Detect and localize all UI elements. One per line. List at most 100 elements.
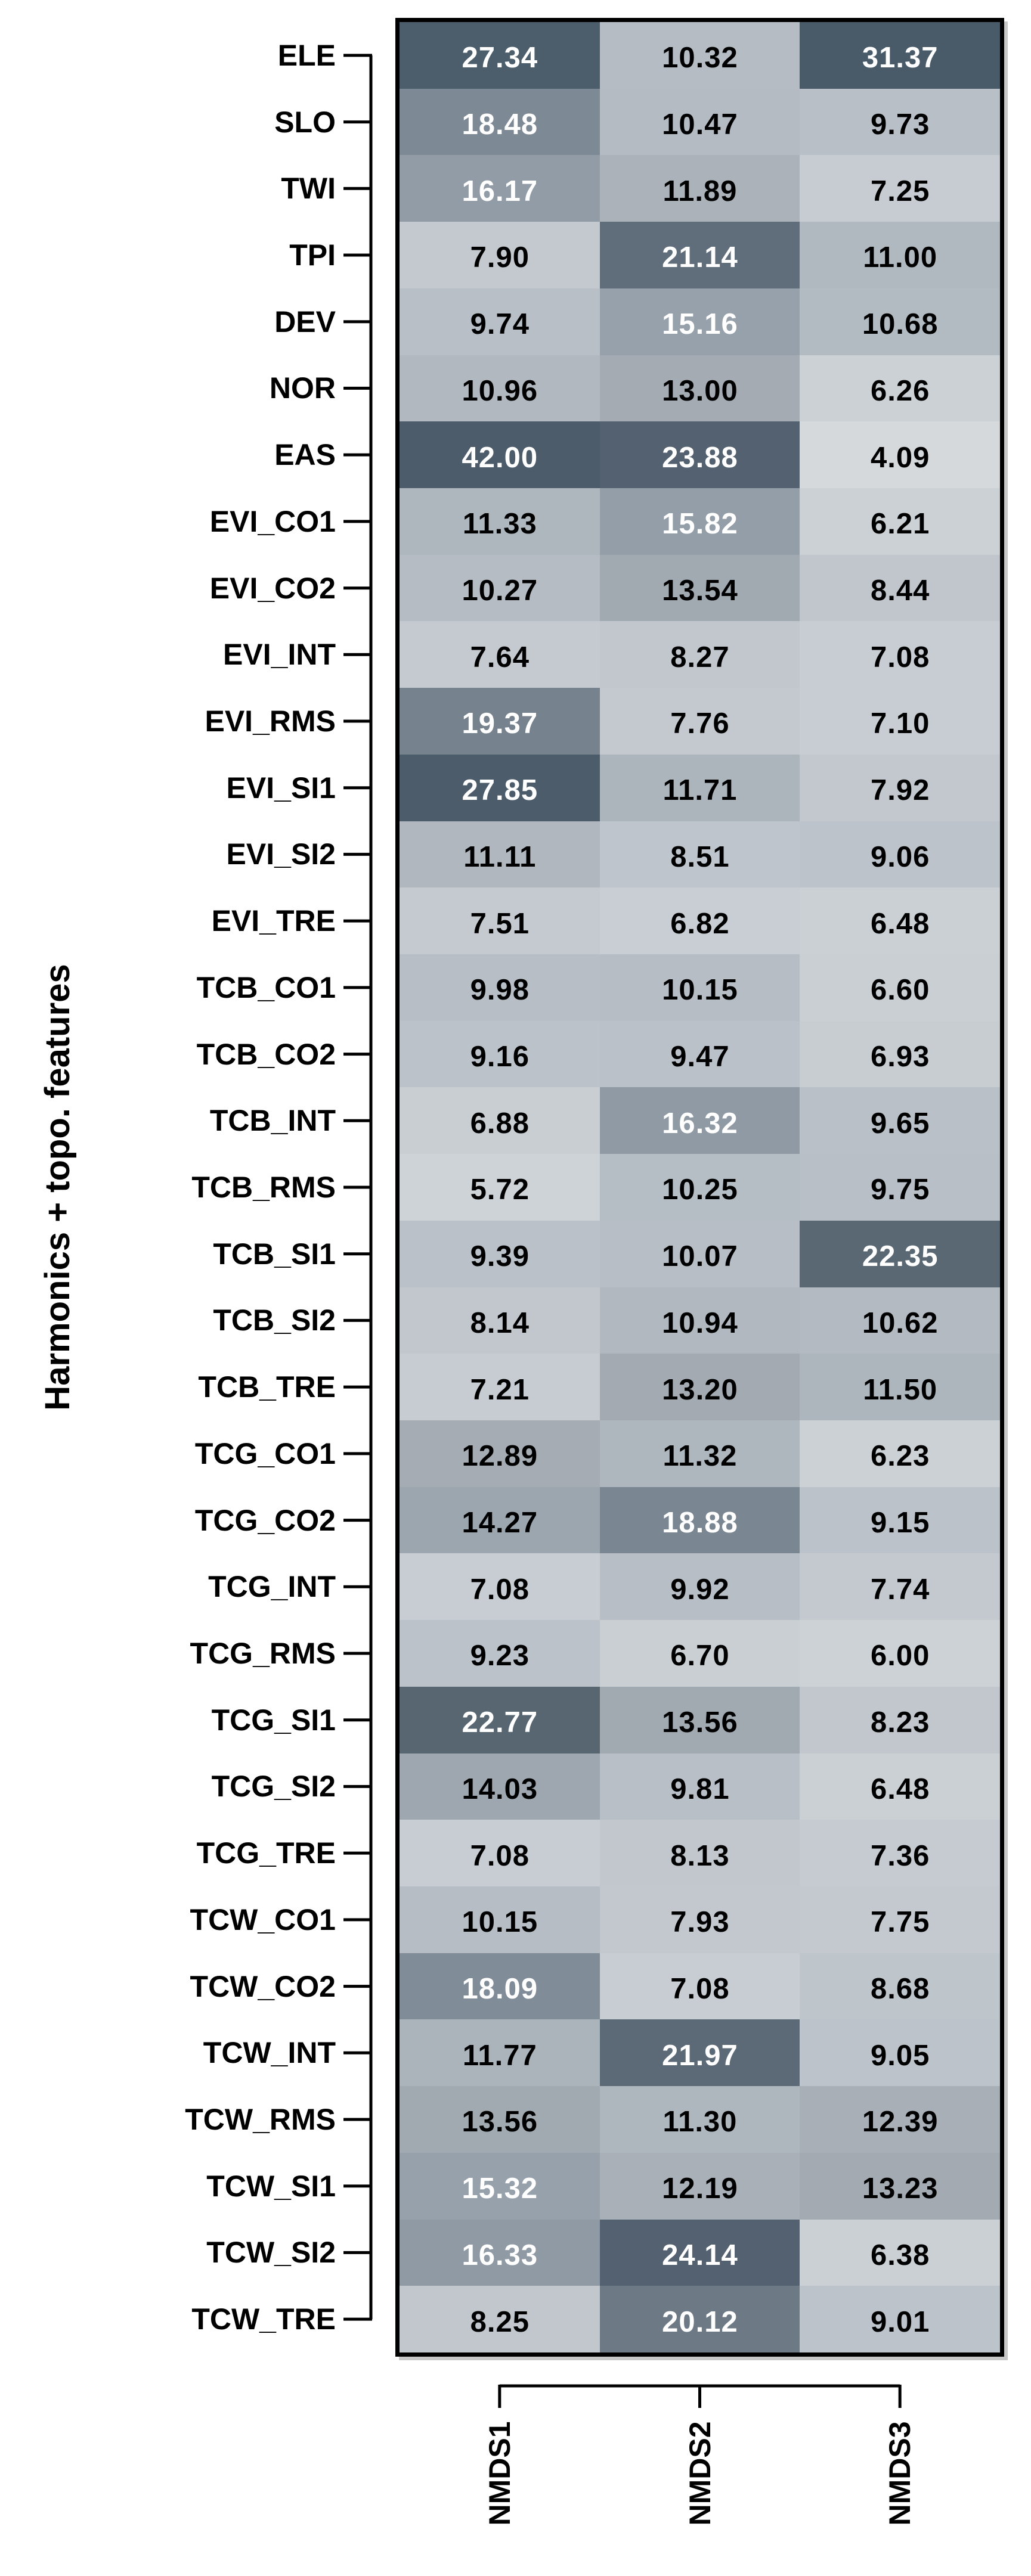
heatmap-cell: 10.15 — [599, 954, 801, 1022]
cell-value: 6.70 — [670, 1640, 730, 1672]
heatmap-cell: 7.08 — [599, 1953, 801, 2021]
heatmap-cell: 6.60 — [800, 954, 1001, 1022]
cell-value: 19.37 — [462, 707, 538, 740]
heatmap-cell: 9.65 — [800, 1087, 1001, 1155]
cell-value: 9.16 — [470, 1041, 530, 1073]
heatmap-cell: 4.09 — [800, 421, 1001, 489]
heatmap-cell: 7.51 — [400, 887, 600, 955]
cell-value: 13.20 — [662, 1373, 738, 1406]
cell-value: 21.97 — [662, 2039, 738, 2072]
row-label-slo: SLO — [274, 105, 336, 139]
heatmap-cell: 6.93 — [800, 1020, 1001, 1088]
heatmap-cell: 16.32 — [599, 1087, 801, 1155]
heatmap-cell: 7.76 — [599, 688, 801, 755]
heatmap-cell: 11.71 — [599, 754, 801, 822]
heatmap-cell: 9.01 — [800, 2286, 1001, 2353]
cell-value: 11.32 — [662, 1440, 738, 1473]
row-label-tcg_co2: TCG_CO2 — [194, 1503, 336, 1537]
cell-value: 7.08 — [470, 1573, 530, 1606]
row-label-evi_si1: EVI_SI1 — [226, 771, 336, 805]
heatmap-cell: 9.92 — [599, 1553, 801, 1621]
heatmap-cell: 7.10 — [800, 688, 1001, 755]
heatmap-cell: 9.06 — [800, 821, 1001, 889]
cell-value: 7.51 — [470, 907, 530, 940]
cell-value: 27.34 — [462, 42, 538, 75]
heatmap-cell: 18.88 — [599, 1486, 801, 1554]
heatmap-cell: 6.38 — [800, 2219, 1001, 2287]
cell-value: 6.21 — [870, 508, 930, 541]
heatmap-cell: 12.39 — [800, 2086, 1001, 2153]
heatmap-cell: 6.48 — [800, 1753, 1001, 1821]
cell-value: 12.19 — [662, 2172, 738, 2205]
heatmap-cell: 13.56 — [599, 1686, 801, 1754]
cell-value: 14.27 — [462, 1507, 538, 1540]
row-label-tcw_co1: TCW_CO1 — [190, 1902, 336, 1936]
heatmap-cell: 10.27 — [400, 554, 600, 622]
cell-value: 7.92 — [870, 774, 930, 807]
heatmap-cell: 10.68 — [800, 288, 1001, 356]
heatmap-cell: 16.17 — [400, 155, 600, 223]
heatmap-cell: 11.32 — [599, 1420, 801, 1488]
row-label-ele: ELE — [277, 38, 336, 72]
cell-value: 15.32 — [462, 2172, 538, 2205]
heatmap-cell: 11.89 — [599, 155, 801, 223]
heatmap-cell: 7.21 — [400, 1354, 600, 1421]
cell-value: 6.26 — [870, 374, 930, 407]
heatmap-cell: 9.98 — [400, 954, 600, 1022]
heatmap-cell: 7.93 — [599, 1886, 801, 1954]
row-label-nor: NOR — [269, 371, 336, 405]
cell-value: 10.07 — [662, 1240, 738, 1273]
heatmap-cell: 6.21 — [800, 488, 1001, 555]
heatmap-cell: 9.47 — [599, 1020, 801, 1088]
cell-value: 13.54 — [662, 575, 738, 607]
heatmap-cell: 7.25 — [800, 155, 1001, 223]
heatmap-cell: 27.85 — [400, 754, 600, 822]
row-label-tcb_tre: TCB_TRE — [198, 1370, 336, 1404]
cell-value: 7.08 — [870, 641, 930, 674]
heatmap-cell: 11.77 — [400, 2019, 600, 2087]
cell-value: 13.23 — [862, 2172, 939, 2205]
heatmap-cell: 8.14 — [400, 1287, 600, 1355]
cell-value: 8.44 — [870, 575, 930, 607]
cell-value: 8.14 — [470, 1306, 530, 1339]
cell-value: 13.00 — [662, 374, 738, 407]
heatmap-cell: 8.23 — [800, 1686, 1001, 1754]
heatmap-cell: 10.25 — [599, 1154, 801, 1221]
cell-value: 16.33 — [462, 2239, 538, 2271]
heatmap-cell: 9.39 — [400, 1220, 600, 1288]
cell-value: 11.30 — [662, 2106, 738, 2139]
cell-value: 8.68 — [870, 1973, 930, 2006]
heatmap-cell: 9.74 — [400, 288, 600, 356]
cell-value: 11.89 — [662, 175, 738, 207]
heatmap-cell: 9.81 — [599, 1753, 801, 1821]
cell-value: 15.82 — [662, 508, 738, 541]
cell-value: 8.51 — [670, 840, 730, 873]
cell-value: 4.09 — [870, 441, 930, 474]
heatmap-cell: 7.75 — [800, 1886, 1001, 1954]
cell-value: 9.92 — [670, 1573, 730, 1606]
heatmap-cell: 11.33 — [400, 488, 600, 555]
cell-value: 10.32 — [662, 42, 738, 75]
cell-value: 6.60 — [870, 974, 930, 1007]
cell-value: 9.65 — [870, 1107, 930, 1140]
cell-value: 27.85 — [462, 774, 538, 807]
heatmap-cell: 13.00 — [599, 355, 801, 423]
heatmap-cell: 9.15 — [800, 1486, 1001, 1554]
cell-value: 22.77 — [462, 1706, 538, 1739]
cell-value: 7.90 — [470, 241, 530, 274]
cell-value: 10.25 — [662, 1174, 738, 1206]
cell-value: 5.72 — [470, 1174, 530, 1206]
row-label-tcw_tre: TCW_TRE — [191, 2302, 336, 2336]
heatmap-cell: 10.47 — [599, 88, 801, 156]
row-label-tcg_rms: TCG_RMS — [190, 1637, 336, 1670]
cell-value: 13.56 — [462, 2106, 538, 2139]
heatmap-cell: 6.00 — [800, 1620, 1001, 1687]
row-label-tcb_si2: TCB_SI2 — [213, 1303, 336, 1337]
heatmap-cell: 12.19 — [599, 2152, 801, 2220]
heatmap-cell: 7.08 — [800, 621, 1001, 689]
cell-value: 9.05 — [870, 2039, 930, 2072]
heatmap-cell: 6.48 — [800, 887, 1001, 955]
cell-value: 6.48 — [870, 1773, 930, 1805]
row-label-tcg_co1: TCG_CO1 — [194, 1436, 336, 1470]
